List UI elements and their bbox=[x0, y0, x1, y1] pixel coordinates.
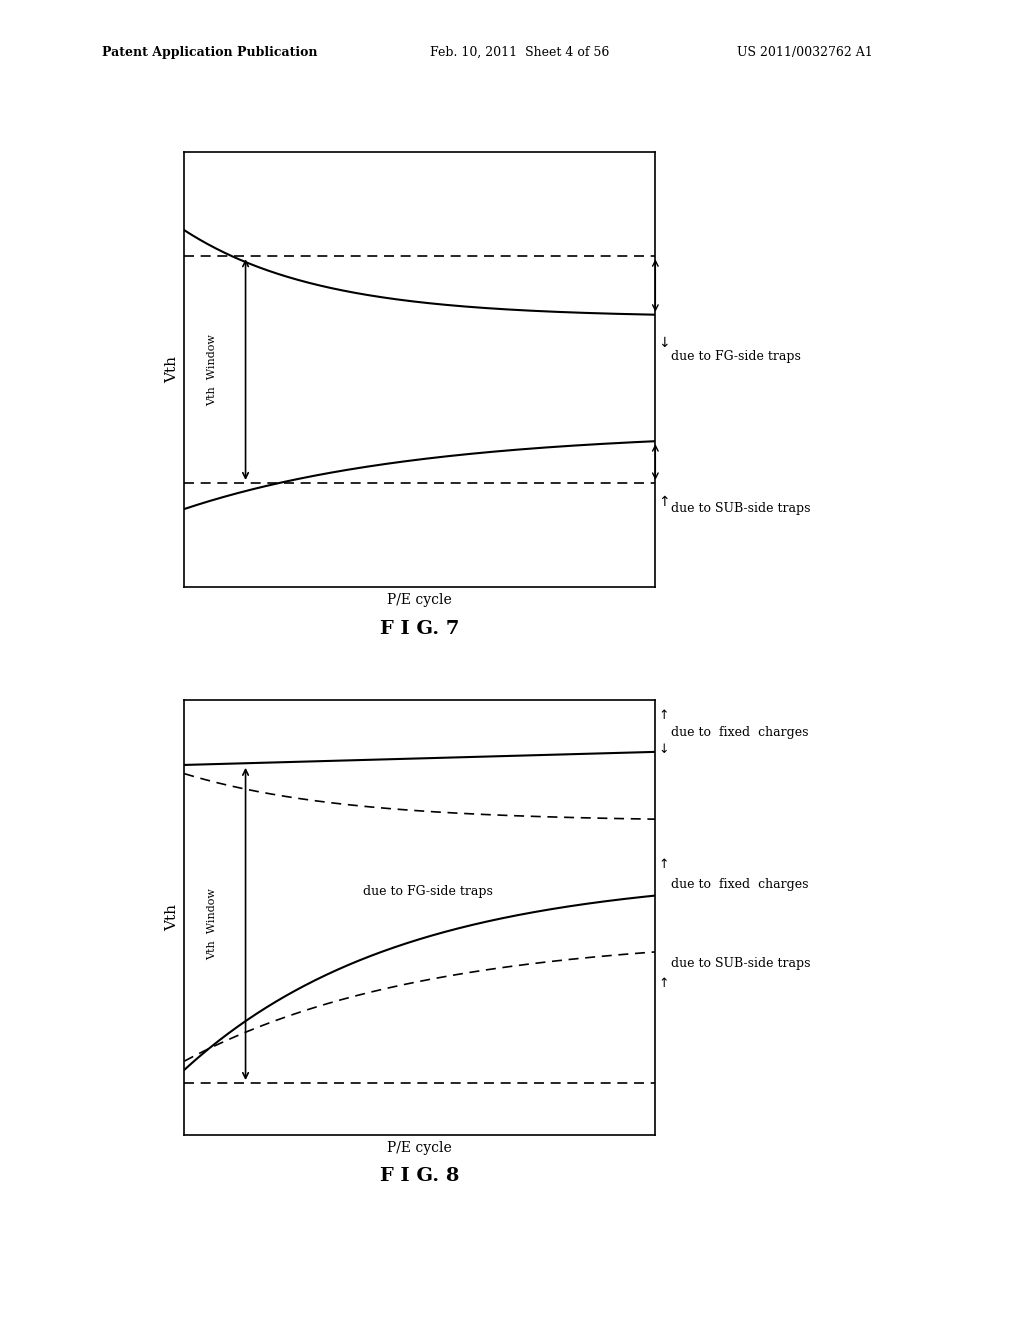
X-axis label: P/E cycle: P/E cycle bbox=[387, 1140, 453, 1155]
Text: Patent Application Publication: Patent Application Publication bbox=[102, 46, 317, 59]
Text: due to FG-side traps: due to FG-side traps bbox=[671, 350, 801, 363]
Y-axis label: Vth: Vth bbox=[165, 904, 179, 931]
X-axis label: P/E cycle: P/E cycle bbox=[387, 593, 453, 607]
Text: ↑: ↑ bbox=[658, 858, 669, 871]
Text: due to SUB-side traps: due to SUB-side traps bbox=[671, 502, 810, 515]
Text: due to SUB-side traps: due to SUB-side traps bbox=[671, 957, 810, 970]
Text: Vth  Window: Vth Window bbox=[208, 334, 217, 405]
Text: due to  fixed  charges: due to fixed charges bbox=[671, 726, 808, 739]
Text: ↑: ↑ bbox=[657, 495, 670, 508]
Text: due to  fixed  charges: due to fixed charges bbox=[671, 878, 808, 891]
Text: ↑: ↑ bbox=[658, 977, 669, 990]
Text: due to FG-side traps: due to FG-side traps bbox=[364, 884, 494, 898]
Text: Feb. 10, 2011  Sheet 4 of 56: Feb. 10, 2011 Sheet 4 of 56 bbox=[430, 46, 609, 59]
Text: ↓: ↓ bbox=[657, 337, 670, 350]
Text: ↑: ↑ bbox=[658, 709, 669, 722]
Text: ↓: ↓ bbox=[658, 743, 669, 756]
Text: F I G. 7: F I G. 7 bbox=[380, 619, 460, 638]
Y-axis label: Vth: Vth bbox=[165, 356, 179, 383]
Text: US 2011/0032762 A1: US 2011/0032762 A1 bbox=[737, 46, 873, 59]
Text: F I G. 8: F I G. 8 bbox=[380, 1167, 460, 1185]
Text: Vth  Window: Vth Window bbox=[208, 888, 217, 960]
